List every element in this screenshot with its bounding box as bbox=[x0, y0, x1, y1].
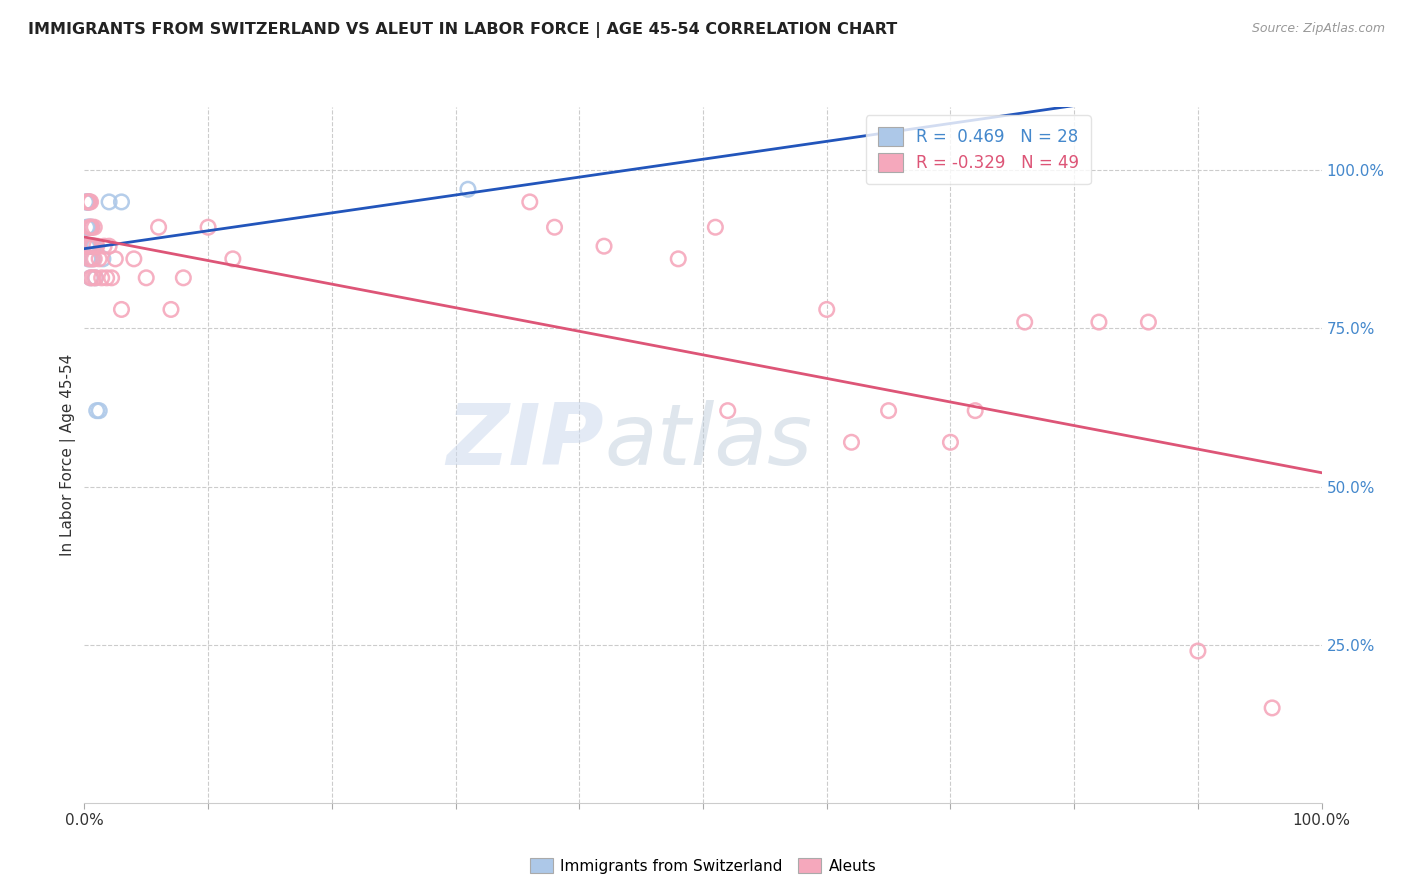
Point bbox=[80, 220, 103, 235]
Point bbox=[79, 270, 101, 285]
Point bbox=[79, 194, 101, 209]
Point bbox=[148, 220, 170, 235]
Point bbox=[84, 270, 107, 285]
Point bbox=[83, 220, 105, 235]
Point bbox=[1261, 701, 1284, 715]
Point bbox=[79, 239, 101, 253]
Point bbox=[1137, 315, 1160, 329]
Point bbox=[75, 194, 97, 209]
Point bbox=[93, 239, 115, 253]
Point bbox=[79, 220, 101, 235]
Point bbox=[79, 220, 101, 235]
Point bbox=[593, 239, 616, 253]
Point bbox=[82, 239, 104, 253]
Text: atlas: atlas bbox=[605, 400, 813, 483]
Point bbox=[122, 252, 145, 266]
Point bbox=[90, 270, 112, 285]
Point bbox=[80, 239, 103, 253]
Point bbox=[1088, 315, 1111, 329]
Point bbox=[91, 252, 114, 266]
Point bbox=[110, 194, 132, 209]
Point bbox=[704, 220, 727, 235]
Point bbox=[543, 220, 565, 235]
Point bbox=[89, 403, 111, 417]
Point bbox=[877, 403, 900, 417]
Point bbox=[222, 252, 245, 266]
Point bbox=[1187, 644, 1209, 658]
Point bbox=[104, 252, 127, 266]
Point bbox=[79, 194, 101, 209]
Point bbox=[86, 403, 108, 417]
Text: ZIP: ZIP bbox=[446, 400, 605, 483]
Point bbox=[77, 252, 100, 266]
Point bbox=[83, 252, 105, 266]
Point bbox=[80, 220, 103, 235]
Text: IMMIGRANTS FROM SWITZERLAND VS ALEUT IN LABOR FORCE | AGE 45-54 CORRELATION CHAR: IMMIGRANTS FROM SWITZERLAND VS ALEUT IN … bbox=[28, 22, 897, 38]
Point bbox=[83, 239, 105, 253]
Point bbox=[79, 239, 101, 253]
Point bbox=[86, 239, 108, 253]
Point bbox=[96, 270, 118, 285]
Point bbox=[82, 239, 104, 253]
Point bbox=[76, 194, 98, 209]
Point bbox=[79, 194, 101, 209]
Point bbox=[172, 270, 194, 285]
Point bbox=[965, 403, 987, 417]
Point bbox=[457, 182, 479, 196]
Point bbox=[77, 220, 100, 235]
Text: Source: ZipAtlas.com: Source: ZipAtlas.com bbox=[1251, 22, 1385, 36]
Point bbox=[841, 435, 863, 450]
Point bbox=[79, 270, 101, 285]
Point bbox=[79, 252, 101, 266]
Point bbox=[79, 220, 101, 235]
Point bbox=[84, 270, 107, 285]
Point bbox=[100, 270, 122, 285]
Point bbox=[717, 403, 740, 417]
Point bbox=[77, 239, 100, 253]
Point bbox=[79, 252, 101, 266]
Point bbox=[110, 302, 132, 317]
Point bbox=[197, 220, 219, 235]
Point bbox=[89, 252, 111, 266]
Point bbox=[815, 302, 838, 317]
Legend: R =  0.469   N = 28, R = -0.329   N = 49: R = 0.469 N = 28, R = -0.329 N = 49 bbox=[866, 115, 1091, 184]
Point bbox=[77, 194, 100, 209]
Point bbox=[77, 194, 100, 209]
Point bbox=[1014, 315, 1036, 329]
Point bbox=[82, 270, 104, 285]
Point bbox=[98, 239, 121, 253]
Point bbox=[79, 239, 101, 253]
Point bbox=[77, 239, 100, 253]
Point bbox=[77, 194, 100, 209]
Point bbox=[82, 252, 104, 266]
Point bbox=[939, 435, 962, 450]
Legend: Immigrants from Switzerland, Aleuts: Immigrants from Switzerland, Aleuts bbox=[523, 852, 883, 880]
Y-axis label: In Labor Force | Age 45-54: In Labor Force | Age 45-54 bbox=[60, 354, 76, 556]
Point bbox=[160, 302, 183, 317]
Point bbox=[135, 270, 157, 285]
Point bbox=[80, 252, 103, 266]
Point bbox=[79, 220, 101, 235]
Point bbox=[98, 194, 121, 209]
Point bbox=[76, 194, 98, 209]
Point bbox=[519, 194, 541, 209]
Point bbox=[76, 239, 98, 253]
Point bbox=[666, 252, 689, 266]
Point bbox=[76, 220, 98, 235]
